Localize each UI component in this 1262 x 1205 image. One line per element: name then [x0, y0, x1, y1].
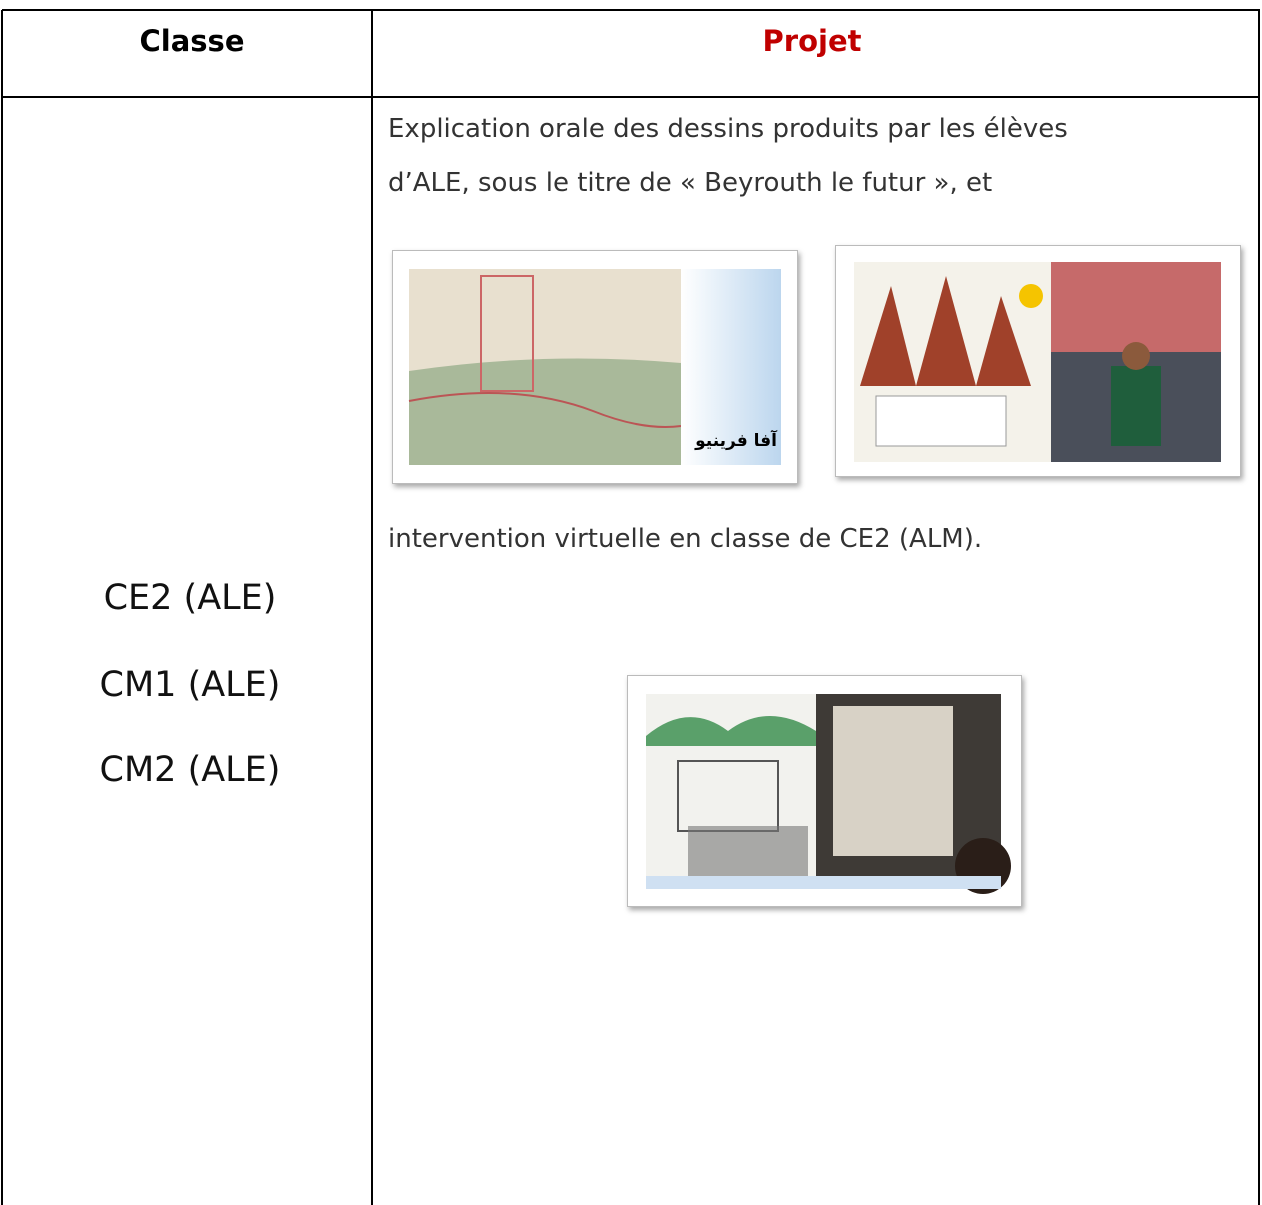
image: آفا فرينيو — [392, 250, 798, 484]
class-label: CM2 (ALE) — [99, 750, 281, 790]
image — [835, 245, 1241, 477]
header-cell: Classe — [139, 24, 245, 58]
paragraph-line: intervention virtuelle en classe de CE2 … — [388, 524, 983, 554]
paragraph-line: d’ALE, sous le titre de « Beyrouth le fu… — [388, 168, 993, 198]
class-label: CE2 (ALE) — [103, 578, 277, 618]
image-caption: آفا فرينيو — [695, 431, 777, 451]
paragraph-line: Explication orale des dessins produits p… — [388, 114, 1068, 144]
header-cell: Projet — [762, 24, 862, 58]
image — [627, 675, 1022, 907]
class-label: CM1 (ALE) — [99, 665, 281, 705]
